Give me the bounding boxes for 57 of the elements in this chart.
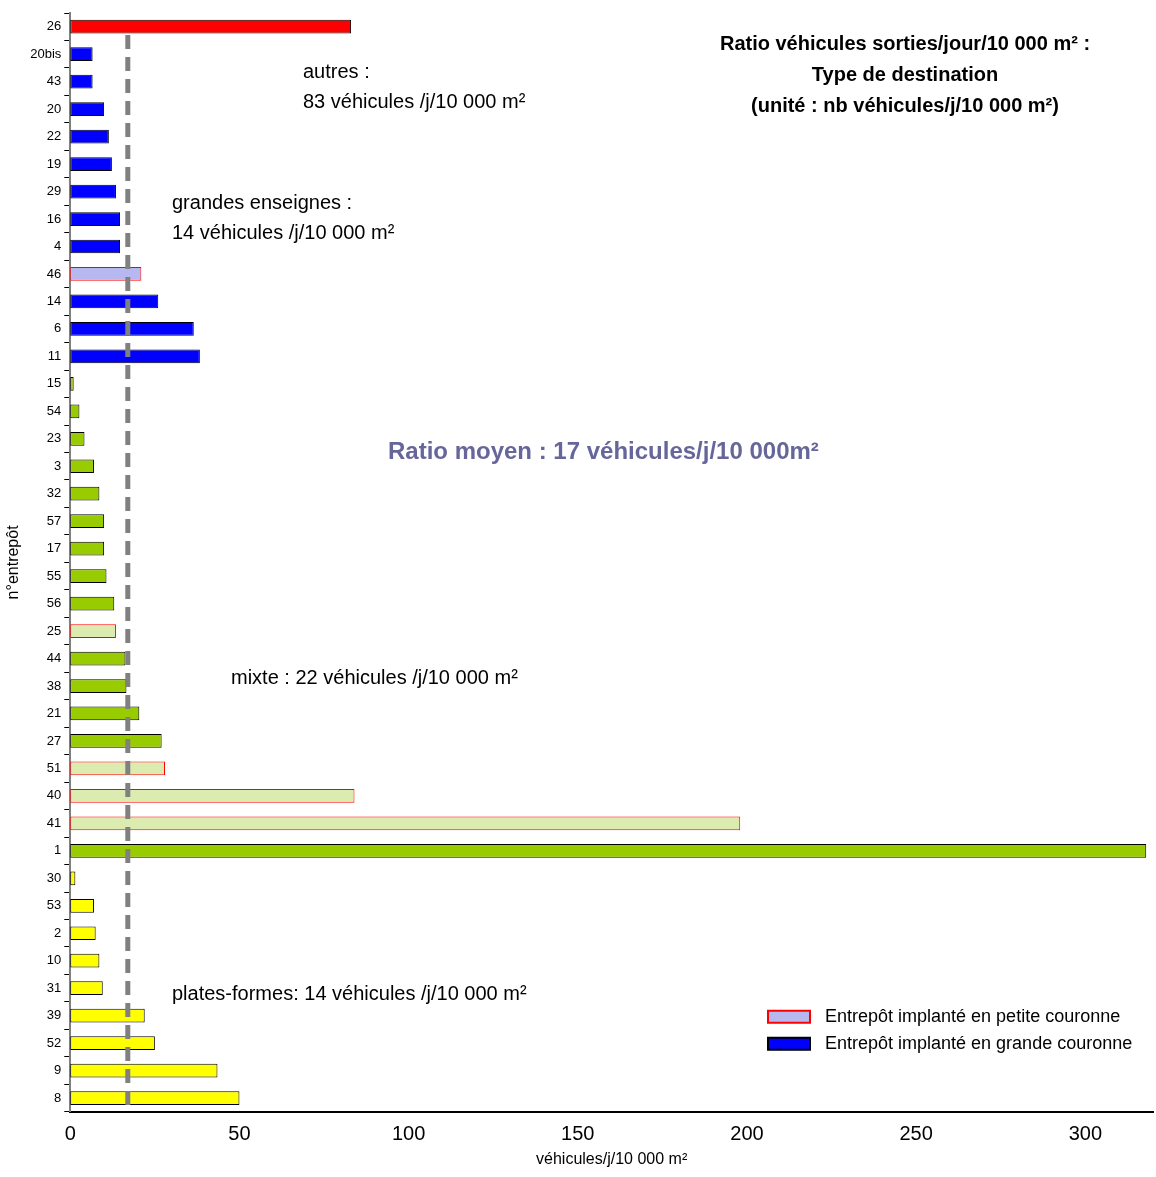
- y-tick-label: 6: [54, 320, 62, 336]
- y-tick-label: 56: [46, 595, 62, 611]
- y-tick-label: 19: [46, 155, 62, 171]
- y-tick-label: 43: [46, 73, 62, 89]
- y-tick-label: 29: [46, 183, 62, 199]
- legend-label: Entrepôt implanté en petite couronne: [825, 1005, 1121, 1026]
- y-tick-label: 2: [54, 924, 62, 940]
- y-tick-label: 53: [46, 897, 62, 913]
- y-tick-label: 40: [46, 787, 62, 803]
- x-tick-label: 100: [391, 1122, 426, 1145]
- annotation: autres : 83 véhicules /j/10 000 m²: [303, 59, 526, 112]
- y-tick-label: 31: [46, 979, 62, 995]
- x-tick-label: 300: [1068, 1122, 1103, 1145]
- y-tick-label: 14: [46, 293, 62, 309]
- y-tick-label: 39: [46, 1007, 62, 1023]
- y-tick-label: 54: [46, 402, 62, 418]
- y-tick-label: 27: [46, 732, 62, 748]
- y-tick-label: 41: [46, 814, 62, 830]
- y-tick-label: 46: [46, 265, 62, 281]
- y-tick-label: 21: [46, 705, 62, 721]
- y-tick-label: 52: [46, 1034, 62, 1050]
- y-tick-label: 4: [54, 238, 62, 254]
- y-tick-label: 30: [46, 869, 62, 885]
- y-tick-label: 16: [46, 210, 62, 226]
- y-axis-title: n°entrepôt: [4, 524, 22, 600]
- annotation: mixte : 22 véhicules /j/10 000 m²: [231, 665, 519, 688]
- y-tick-label: 51: [46, 760, 62, 775]
- y-tick-label: 32: [46, 485, 62, 501]
- y-tick-label: 26: [46, 18, 62, 34]
- y-tick-label: 15: [46, 375, 62, 391]
- x-tick-label: 150: [561, 1122, 595, 1145]
- x-tick-label: 250: [899, 1122, 933, 1145]
- annotation: plates-formes: 14 véhicules /j/10 000 m²: [172, 981, 527, 1004]
- y-tick-label: 17: [46, 540, 62, 556]
- y-tick-label: 11: [47, 347, 62, 363]
- y-tick-label: 9: [54, 1062, 62, 1078]
- text: Ratio véhicules sorties/jour/10 000 m² : Type de destination (unité : nb véhicules/j/10 000 m²): [719, 31, 1091, 116]
- y-tick-label: 20bis: [30, 45, 62, 61]
- annotation: Ratio moyen : 17 véhicules/j/10 000m²: [388, 436, 819, 464]
- x-tick-label: 0: [64, 1122, 76, 1145]
- y-tick-label: 23: [46, 430, 62, 446]
- x-tick-label: 200: [730, 1122, 764, 1145]
- y-tick-label: 55: [46, 567, 62, 583]
- x-axis-title: véhicules/j/10 000 m²: [536, 1149, 688, 1167]
- y-tick-label: 25: [46, 622, 62, 638]
- y-tick-label: 1: [54, 842, 62, 858]
- y-tick-label: 8: [54, 1089, 62, 1105]
- y-tick-label: 57: [46, 512, 62, 528]
- legend-label: Entrepôt implanté en grande couronne: [825, 1032, 1133, 1053]
- y-tick-label: 38: [46, 677, 62, 693]
- x-tick-label: 50: [228, 1122, 251, 1145]
- y-tick-label: 3: [54, 457, 62, 473]
- y-tick-label: 20: [46, 100, 62, 116]
- y-tick-label: 22: [46, 128, 62, 144]
- y-tick-label: 44: [46, 650, 62, 666]
- y-tick-label: 10: [46, 952, 62, 968]
- annotation: grandes enseignes : 14 véhicules /j/10 000 m²: [172, 190, 395, 243]
